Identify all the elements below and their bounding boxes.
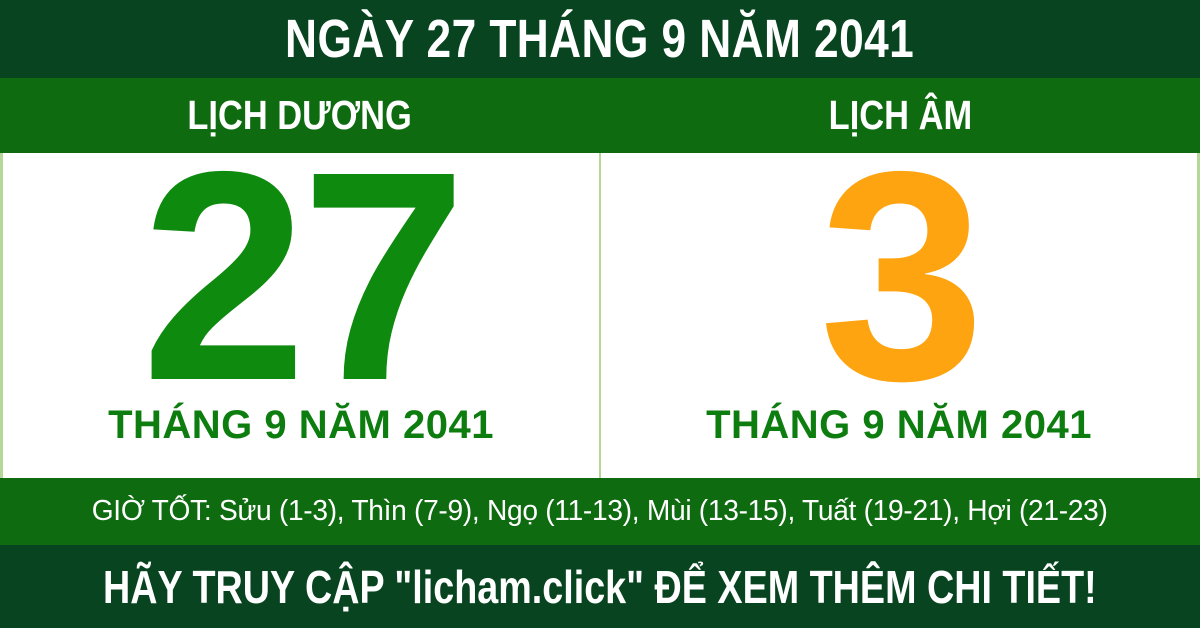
- panel-divider: [599, 153, 601, 478]
- solar-day-number: 27: [141, 110, 466, 443]
- day-panels: 27 THÁNG 9 NĂM 2041 3 THÁNG 9 NĂM 2041: [0, 110, 1200, 478]
- solar-calendar-header: LỊCH DƯƠNG: [0, 78, 600, 153]
- title-bar: NGÀY 27 THÁNG 9 NĂM 2041: [0, 0, 1200, 78]
- solar-day-panel: 27 THÁNG 9 NĂM 2041: [3, 110, 599, 478]
- good-hours-bar: GIỜ TỐT: Sửu (1-3), Thìn (7-9), Ngọ (11-…: [0, 478, 1200, 545]
- good-hours-text: GIỜ TỐT: Sửu (1-3), Thìn (7-9), Ngọ (11-…: [92, 495, 1108, 527]
- solar-calendar-header-label: LỊCH DƯƠNG: [187, 92, 413, 138]
- solar-month-year-label: THÁNG 9 NĂM 2041: [108, 403, 494, 447]
- lunar-calendar-header-label: LỊCH ÂM: [828, 92, 972, 138]
- lunar-day-panel: 3 THÁNG 9 NĂM 2041: [601, 110, 1197, 478]
- date-title: NGÀY 27 THÁNG 9 NĂM 2041: [285, 9, 915, 69]
- footer-bar: HÃY TRUY CẬP "licham.click" ĐỂ XEM THÊM …: [0, 545, 1200, 628]
- lunar-day-number: 3: [819, 110, 985, 443]
- calendar-column-headers: LỊCH DƯƠNG LỊCH ÂM: [0, 78, 1200, 153]
- lunar-month-year-label: THÁNG 9 NĂM 2041: [706, 403, 1092, 447]
- footer-text: HÃY TRUY CẬP "licham.click" ĐỂ XEM THÊM …: [103, 560, 1097, 613]
- lunar-calendar-header: LỊCH ÂM: [600, 78, 1200, 153]
